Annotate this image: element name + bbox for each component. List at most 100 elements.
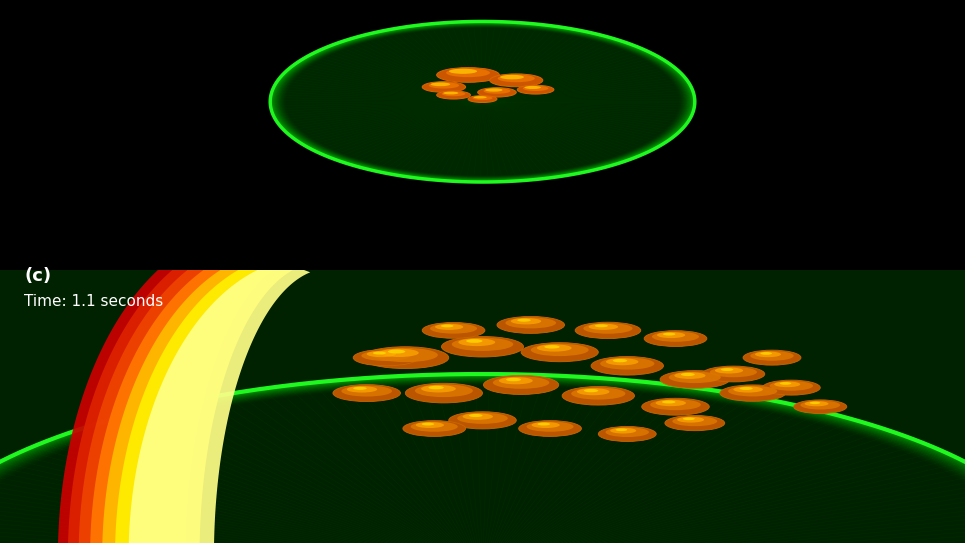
- Ellipse shape: [739, 387, 753, 390]
- Polygon shape: [68, 238, 260, 543]
- Ellipse shape: [683, 418, 695, 420]
- Ellipse shape: [645, 331, 706, 346]
- Ellipse shape: [675, 372, 705, 379]
- Ellipse shape: [474, 96, 486, 98]
- Ellipse shape: [346, 386, 377, 393]
- Polygon shape: [58, 233, 249, 543]
- Polygon shape: [270, 21, 695, 182]
- Ellipse shape: [710, 367, 757, 377]
- Ellipse shape: [421, 385, 455, 393]
- Ellipse shape: [527, 421, 573, 432]
- Ellipse shape: [606, 358, 639, 365]
- Ellipse shape: [652, 332, 699, 342]
- Ellipse shape: [610, 428, 636, 433]
- Ellipse shape: [436, 91, 470, 99]
- Ellipse shape: [436, 67, 500, 83]
- Ellipse shape: [793, 400, 847, 414]
- Polygon shape: [128, 261, 310, 543]
- Ellipse shape: [577, 388, 610, 395]
- Ellipse shape: [743, 350, 801, 365]
- Ellipse shape: [430, 83, 451, 86]
- Ellipse shape: [442, 91, 465, 96]
- Ellipse shape: [657, 332, 685, 338]
- Ellipse shape: [473, 96, 492, 100]
- Ellipse shape: [449, 412, 516, 429]
- Ellipse shape: [665, 415, 725, 431]
- Ellipse shape: [519, 421, 581, 437]
- Ellipse shape: [497, 317, 565, 333]
- Ellipse shape: [655, 400, 686, 406]
- Polygon shape: [78, 243, 269, 543]
- Ellipse shape: [452, 338, 513, 351]
- Ellipse shape: [760, 352, 772, 355]
- Ellipse shape: [521, 343, 598, 362]
- Ellipse shape: [517, 85, 554, 94]
- Ellipse shape: [770, 381, 813, 391]
- Ellipse shape: [663, 333, 676, 336]
- Ellipse shape: [478, 87, 516, 97]
- Ellipse shape: [403, 421, 465, 437]
- Ellipse shape: [755, 351, 781, 357]
- Ellipse shape: [531, 344, 589, 356]
- Ellipse shape: [500, 75, 524, 79]
- Ellipse shape: [457, 413, 508, 424]
- Ellipse shape: [483, 375, 559, 394]
- Ellipse shape: [544, 345, 560, 349]
- Ellipse shape: [430, 323, 477, 333]
- Ellipse shape: [428, 82, 459, 89]
- Ellipse shape: [367, 351, 397, 357]
- Ellipse shape: [498, 74, 535, 82]
- Ellipse shape: [415, 384, 473, 397]
- Ellipse shape: [805, 401, 829, 406]
- Ellipse shape: [441, 337, 523, 357]
- Ellipse shape: [342, 386, 392, 396]
- Ellipse shape: [462, 413, 493, 420]
- Ellipse shape: [435, 324, 463, 330]
- Ellipse shape: [750, 351, 793, 361]
- Polygon shape: [115, 257, 300, 543]
- Ellipse shape: [485, 89, 503, 92]
- Ellipse shape: [416, 422, 444, 428]
- Ellipse shape: [662, 400, 675, 403]
- Ellipse shape: [669, 371, 721, 383]
- Ellipse shape: [774, 382, 800, 387]
- Ellipse shape: [800, 401, 841, 409]
- Polygon shape: [102, 252, 290, 543]
- Ellipse shape: [562, 387, 635, 405]
- Ellipse shape: [613, 359, 627, 362]
- Ellipse shape: [677, 417, 704, 422]
- Ellipse shape: [616, 428, 627, 431]
- Ellipse shape: [422, 323, 484, 338]
- Ellipse shape: [372, 351, 386, 355]
- Ellipse shape: [523, 86, 548, 91]
- Ellipse shape: [538, 422, 550, 426]
- Ellipse shape: [353, 350, 419, 366]
- Ellipse shape: [762, 380, 820, 395]
- Ellipse shape: [379, 349, 419, 357]
- Ellipse shape: [721, 368, 733, 371]
- Ellipse shape: [422, 422, 434, 426]
- Ellipse shape: [715, 368, 743, 374]
- Ellipse shape: [405, 383, 482, 403]
- Ellipse shape: [702, 366, 764, 382]
- Ellipse shape: [506, 318, 556, 329]
- Ellipse shape: [411, 421, 457, 432]
- Ellipse shape: [537, 344, 571, 352]
- Ellipse shape: [642, 398, 709, 415]
- Polygon shape: [90, 248, 279, 543]
- Ellipse shape: [441, 325, 454, 327]
- Text: Time: 1.1 seconds: Time: 1.1 seconds: [24, 294, 163, 309]
- Ellipse shape: [458, 338, 495, 346]
- Ellipse shape: [571, 388, 625, 400]
- Ellipse shape: [600, 358, 654, 370]
- Ellipse shape: [605, 427, 648, 437]
- Ellipse shape: [673, 416, 717, 426]
- Ellipse shape: [372, 348, 438, 362]
- Ellipse shape: [449, 69, 477, 74]
- Ellipse shape: [591, 357, 664, 375]
- Ellipse shape: [468, 96, 497, 103]
- Ellipse shape: [584, 389, 598, 392]
- Ellipse shape: [446, 68, 490, 77]
- Ellipse shape: [423, 81, 465, 92]
- Ellipse shape: [353, 387, 367, 390]
